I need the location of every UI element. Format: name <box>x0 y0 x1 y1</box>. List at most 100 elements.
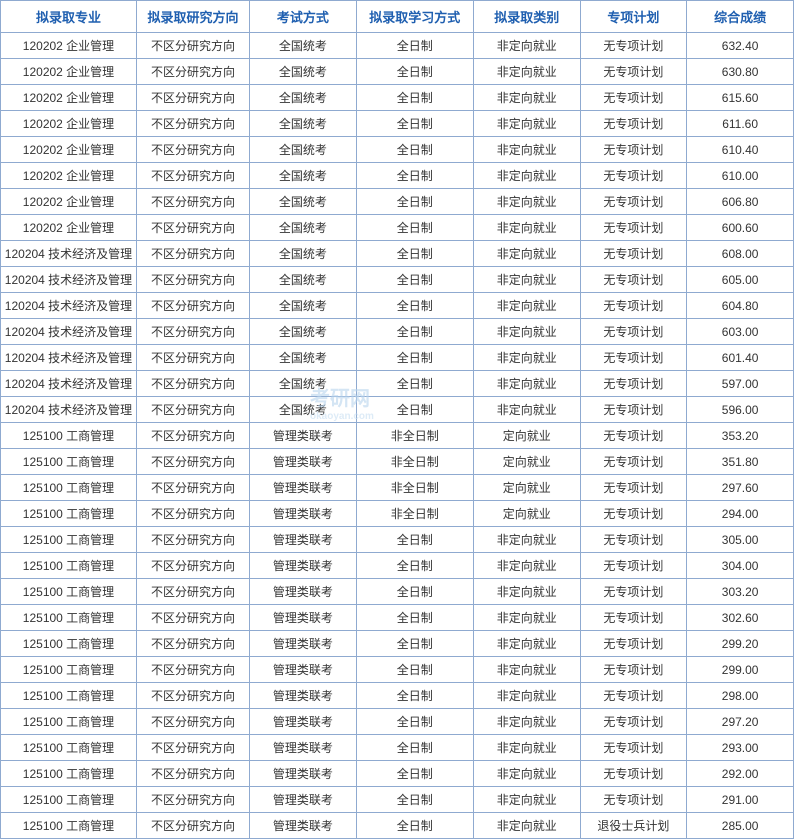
table-cell: 351.80 <box>687 449 794 475</box>
table-cell: 无专项计划 <box>580 163 687 189</box>
table-cell: 全日制 <box>356 59 473 85</box>
table-cell: 定向就业 <box>473 423 580 449</box>
table-row: 125100 工商管理不区分研究方向管理类联考全日制非定向就业退役士兵计划285… <box>1 813 794 839</box>
table-cell: 不区分研究方向 <box>137 605 250 631</box>
table-row: 125100 工商管理不区分研究方向管理类联考非全日制定向就业无专项计划297.… <box>1 475 794 501</box>
table-cell: 632.40 <box>687 33 794 59</box>
table-cell: 不区分研究方向 <box>137 449 250 475</box>
table-cell: 全日制 <box>356 657 473 683</box>
table-row: 125100 工商管理不区分研究方向管理类联考全日制非定向就业无专项计划303.… <box>1 579 794 605</box>
table-cell: 不区分研究方向 <box>137 813 250 839</box>
table-cell: 定向就业 <box>473 501 580 527</box>
table-cell: 全国统考 <box>249 267 356 293</box>
table-cell: 120202 企业管理 <box>1 111 137 137</box>
table-cell: 125100 工商管理 <box>1 631 137 657</box>
table-cell: 291.00 <box>687 787 794 813</box>
table-cell: 全国统考 <box>249 371 356 397</box>
table-cell: 全日制 <box>356 579 473 605</box>
table-cell: 无专项计划 <box>580 293 687 319</box>
table-cell: 全日制 <box>356 735 473 761</box>
table-cell: 全日制 <box>356 371 473 397</box>
table-cell: 不区分研究方向 <box>137 501 250 527</box>
table-cell: 全国统考 <box>249 345 356 371</box>
table-cell: 601.40 <box>687 345 794 371</box>
table-cell: 全日制 <box>356 605 473 631</box>
table-row: 120202 企业管理不区分研究方向全国统考全日制非定向就业无专项计划632.4… <box>1 33 794 59</box>
table-cell: 非定向就业 <box>473 163 580 189</box>
table-cell: 非定向就业 <box>473 33 580 59</box>
table-cell: 非定向就业 <box>473 189 580 215</box>
table-cell: 120204 技术经济及管理 <box>1 267 137 293</box>
table-row: 120202 企业管理不区分研究方向全国统考全日制非定向就业无专项计划610.4… <box>1 137 794 163</box>
table-cell: 无专项计划 <box>580 709 687 735</box>
table-row: 125100 工商管理不区分研究方向管理类联考全日制非定向就业无专项计划291.… <box>1 787 794 813</box>
table-cell: 不区分研究方向 <box>137 163 250 189</box>
table-row: 120204 技术经济及管理不区分研究方向全国统考全日制非定向就业无专项计划60… <box>1 241 794 267</box>
table-cell: 不区分研究方向 <box>137 267 250 293</box>
table-cell: 125100 工商管理 <box>1 709 137 735</box>
table-cell: 全日制 <box>356 137 473 163</box>
table-cell: 600.60 <box>687 215 794 241</box>
table-cell: 无专项计划 <box>580 397 687 423</box>
col-header-major: 拟录取专业 <box>1 1 137 33</box>
table-cell: 全日制 <box>356 85 473 111</box>
table-cell: 全日制 <box>356 241 473 267</box>
table-cell: 管理类联考 <box>249 787 356 813</box>
table-cell: 管理类联考 <box>249 553 356 579</box>
table-cell: 120202 企业管理 <box>1 163 137 189</box>
table-cell: 定向就业 <box>473 475 580 501</box>
table-cell: 125100 工商管理 <box>1 813 137 839</box>
table-row: 120204 技术经济及管理不区分研究方向全国统考全日制非定向就业无专项计划59… <box>1 371 794 397</box>
table-cell: 无专项计划 <box>580 423 687 449</box>
table-cell: 120204 技术经济及管理 <box>1 241 137 267</box>
table-cell: 全日制 <box>356 397 473 423</box>
col-header-exam: 考试方式 <box>249 1 356 33</box>
table-row: 120204 技术经济及管理不区分研究方向全国统考全日制非定向就业无专项计划60… <box>1 345 794 371</box>
table-cell: 全国统考 <box>249 33 356 59</box>
col-header-study: 拟录取学习方式 <box>356 1 473 33</box>
table-cell: 非定向就业 <box>473 553 580 579</box>
table-cell: 无专项计划 <box>580 189 687 215</box>
table-cell: 非定向就业 <box>473 241 580 267</box>
table-cell: 全国统考 <box>249 241 356 267</box>
table-cell: 298.00 <box>687 683 794 709</box>
table-cell: 120204 技术经济及管理 <box>1 397 137 423</box>
table-cell: 125100 工商管理 <box>1 579 137 605</box>
table-row: 125100 工商管理不区分研究方向管理类联考全日制非定向就业无专项计划299.… <box>1 631 794 657</box>
table-cell: 不区分研究方向 <box>137 345 250 371</box>
table-row: 125100 工商管理不区分研究方向管理类联考全日制非定向就业无专项计划298.… <box>1 683 794 709</box>
table-cell: 125100 工商管理 <box>1 501 137 527</box>
table-cell: 不区分研究方向 <box>137 137 250 163</box>
table-cell: 全日制 <box>356 813 473 839</box>
table-cell: 无专项计划 <box>580 527 687 553</box>
table-cell: 非定向就业 <box>473 657 580 683</box>
table-cell: 630.80 <box>687 59 794 85</box>
table-cell: 615.60 <box>687 85 794 111</box>
table-cell: 299.20 <box>687 631 794 657</box>
table-cell: 无专项计划 <box>580 579 687 605</box>
table-cell: 125100 工商管理 <box>1 605 137 631</box>
table-cell: 不区分研究方向 <box>137 579 250 605</box>
table-cell: 定向就业 <box>473 449 580 475</box>
table-cell: 无专项计划 <box>580 111 687 137</box>
table-cell: 全国统考 <box>249 215 356 241</box>
table-cell: 294.00 <box>687 501 794 527</box>
table-cell: 不区分研究方向 <box>137 683 250 709</box>
table-cell: 管理类联考 <box>249 423 356 449</box>
table-cell: 无专项计划 <box>580 475 687 501</box>
table-cell: 125100 工商管理 <box>1 553 137 579</box>
table-row: 120202 企业管理不区分研究方向全国统考全日制非定向就业无专项计划615.6… <box>1 85 794 111</box>
table-cell: 无专项计划 <box>580 787 687 813</box>
table-cell: 全日制 <box>356 33 473 59</box>
table-cell: 125100 工商管理 <box>1 423 137 449</box>
table-cell: 611.60 <box>687 111 794 137</box>
table-cell: 非定向就业 <box>473 371 580 397</box>
table-cell: 不区分研究方向 <box>137 189 250 215</box>
table-cell: 全国统考 <box>249 293 356 319</box>
table-cell: 不区分研究方向 <box>137 319 250 345</box>
table-cell: 全日制 <box>356 111 473 137</box>
table-row: 125100 工商管理不区分研究方向管理类联考全日制非定向就业无专项计划299.… <box>1 657 794 683</box>
table-row: 120204 技术经济及管理不区分研究方向全国统考全日制非定向就业无专项计划59… <box>1 397 794 423</box>
table-cell: 非定向就业 <box>473 267 580 293</box>
table-cell: 非定向就业 <box>473 813 580 839</box>
